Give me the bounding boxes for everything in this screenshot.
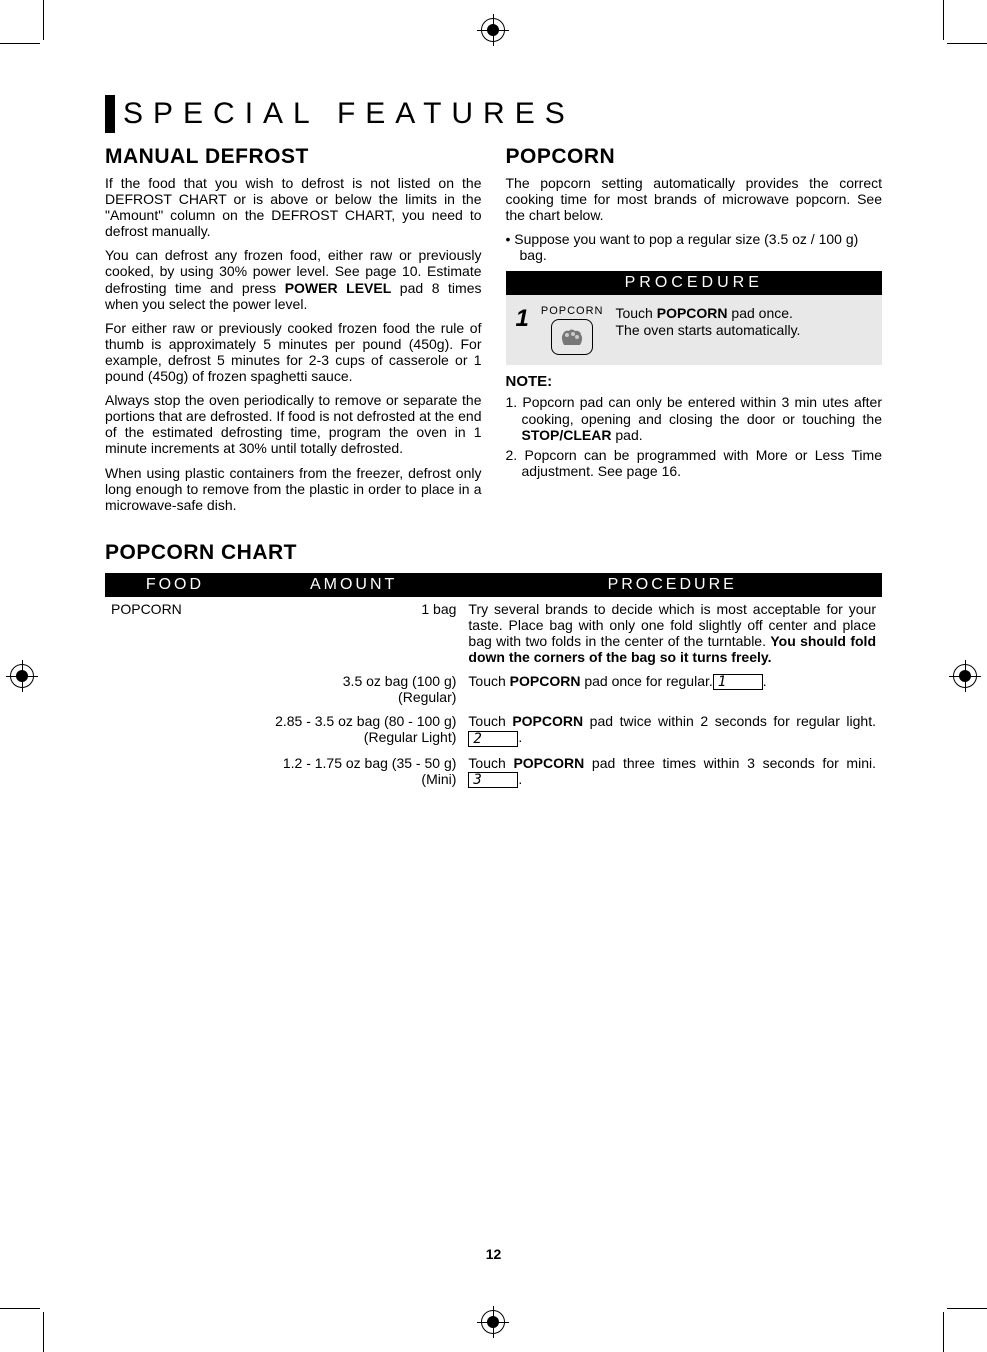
text: Touch	[468, 755, 513, 771]
popcorn-button-label: POPCORN	[541, 305, 604, 317]
text: POPCORN	[513, 755, 584, 771]
defrost-p3: For either raw or previously cooked froz…	[105, 320, 482, 384]
note-1: 1. Popcorn pad can only be entered withi…	[506, 394, 883, 442]
crop-mark	[943, 0, 944, 40]
table-row: 1.2 - 1.75 oz bag (35 - 50 g) (Mini) Tou…	[105, 751, 882, 792]
col-food: FOOD	[105, 573, 245, 597]
amount-cell: 3.5 oz bag (100 g) (Regular)	[245, 669, 463, 709]
display-box: 3	[468, 772, 518, 788]
amount-cell: 1.2 - 1.75 oz bag (35 - 50 g) (Mini)	[245, 751, 463, 792]
table-row: POPCORN 1 bag Try several brands to deci…	[105, 597, 882, 669]
col-procedure: PROCEDURE	[462, 573, 882, 597]
text: pad once for regular.	[580, 673, 712, 689]
crop-mark	[43, 0, 44, 40]
popcorn-icon	[551, 319, 593, 355]
manual-defrost-heading: MANUAL DEFROST	[105, 145, 482, 169]
text: STOP/CLEAR	[522, 427, 612, 443]
popcorn-heading: POPCORN	[506, 145, 883, 169]
crop-mark	[943, 1312, 944, 1352]
procedure-text: Touch POPCORN pad once. The oven starts …	[615, 305, 872, 355]
text: Touch	[615, 305, 656, 321]
procedure-cell: Touch POPCORN pad twice within 2 seconds…	[462, 709, 882, 750]
popcorn-button-illustration: POPCORN	[541, 305, 604, 355]
defrost-p5: When using plastic containers from the f…	[105, 465, 482, 513]
amount-cell: 2.85 - 3.5 oz bag (80 - 100 g) (Regular …	[245, 709, 463, 750]
popcorn-chart-table: FOOD AMOUNT PROCEDURE POPCORN 1 bag Try …	[105, 573, 882, 792]
display-box: 1	[713, 674, 763, 690]
left-column: MANUAL DEFROST If the food that you wish…	[105, 145, 482, 521]
section-header: SPECIAL FEATURES — — — — — — — — — — — —…	[105, 95, 882, 133]
text: pad twice within 2 seconds for regular l…	[583, 713, 876, 729]
text: pad.	[611, 427, 642, 443]
procedure-cell: Touch POPCORN pad once for regular.1.	[462, 669, 882, 709]
procedure-cell: Try several brands to decide which is mo…	[462, 597, 882, 669]
display-box: 2	[468, 731, 518, 747]
page-number: 12	[0, 1246, 987, 1262]
text: POPCORN	[657, 305, 728, 321]
amount-cell: 1 bag	[245, 597, 463, 669]
popcorn-bullet: • Suppose you want to pop a regular size…	[506, 231, 883, 263]
text: POPCORN	[510, 673, 581, 689]
crop-mark	[947, 1308, 987, 1309]
food-cell	[105, 709, 245, 750]
crop-mark	[0, 1308, 40, 1309]
step-number: 1	[516, 305, 529, 355]
text: The oven starts automatically.	[615, 322, 800, 338]
food-cell	[105, 669, 245, 709]
crop-mark	[947, 43, 987, 44]
text: 1. Popcorn pad can only be entered withi…	[506, 394, 883, 426]
registration-mark	[953, 664, 977, 688]
text: Touch	[468, 673, 509, 689]
power-level-label: POWER LEVEL	[285, 280, 392, 296]
food-cell: POPCORN	[105, 597, 245, 669]
crop-mark	[0, 43, 40, 44]
popcorn-p1: The popcorn setting automatically provid…	[506, 175, 883, 223]
text: pad once.	[728, 305, 793, 321]
procedure-box: 1 POPCORN Touch POPCORN pad once. T	[506, 295, 883, 365]
table-row: 3.5 oz bag (100 g) (Regular) Touch POPCO…	[105, 669, 882, 709]
procedure-cell: Touch POPCORN pad three times within 3 s…	[462, 751, 882, 792]
section-title: SPECIAL FEATURES	[123, 97, 575, 131]
popcorn-chart-heading: POPCORN CHART	[105, 541, 882, 565]
text: POPCORN	[512, 713, 583, 729]
defrost-p4: Always stop the oven periodically to rem…	[105, 392, 482, 456]
crop-mark	[43, 1312, 44, 1352]
defrost-p2: You can defrost any frozen food, either …	[105, 247, 482, 311]
registration-mark	[481, 18, 505, 42]
header-bar	[105, 95, 115, 133]
table-row: 2.85 - 3.5 oz bag (80 - 100 g) (Regular …	[105, 709, 882, 750]
procedure-header: PROCEDURE	[506, 271, 883, 295]
note-2: 2. Popcorn can be programmed with More o…	[506, 447, 883, 479]
registration-mark	[481, 1310, 505, 1334]
table-header-row: FOOD AMOUNT PROCEDURE	[105, 573, 882, 597]
note-header: NOTE:	[506, 373, 883, 390]
text: pad three times within 3 seconds for min…	[584, 755, 876, 771]
food-cell	[105, 751, 245, 792]
popcorn-svg	[558, 325, 586, 349]
text: Touch	[468, 713, 512, 729]
popcorn-chart-section: POPCORN CHART FOOD AMOUNT PROCEDURE POPC…	[105, 541, 882, 792]
right-column: POPCORN The popcorn setting automaticall…	[506, 145, 883, 521]
col-amount: AMOUNT	[245, 573, 463, 597]
defrost-p1: If the food that you wish to defrost is …	[105, 175, 482, 239]
registration-mark	[10, 664, 34, 688]
